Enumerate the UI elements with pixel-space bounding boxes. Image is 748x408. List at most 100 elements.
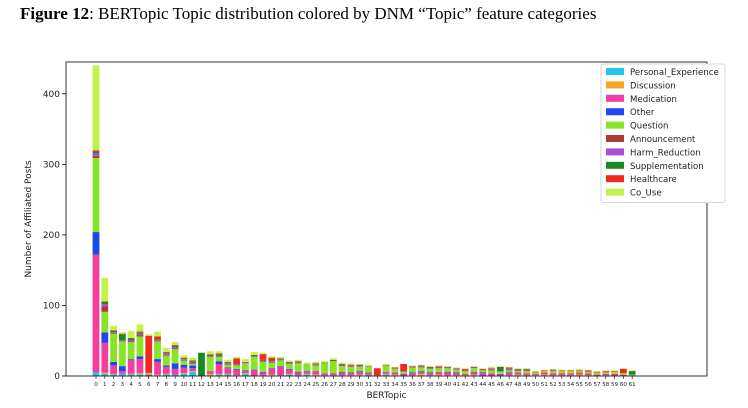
x-tick-label: 53 bbox=[558, 382, 566, 388]
bar-segment-36-harm-reduction bbox=[409, 366, 416, 368]
bar-segment-15-medication bbox=[224, 368, 232, 374]
y-axis: 0 100 200 300 400 bbox=[43, 90, 66, 382]
x-tick-label: 60 bbox=[620, 382, 628, 388]
bar-segment-11-personal-experience bbox=[189, 371, 197, 376]
legend-label-harm-reduction: Harm_Reduction bbox=[630, 148, 701, 158]
bar-segment-41-medication bbox=[452, 373, 460, 376]
bar-segment-30-healthcare bbox=[356, 364, 364, 366]
bar-segment-30-harm-reduction bbox=[356, 366, 364, 367]
bar-segment-13-announcement bbox=[206, 356, 214, 357]
bar-segment-11-healthcare bbox=[189, 360, 197, 362]
bar-segment-2-other bbox=[110, 361, 117, 366]
bar-segment-23-healthcare bbox=[294, 361, 302, 362]
bar-segment-41-healthcare bbox=[452, 368, 460, 369]
bar-segment-27-supplementation bbox=[329, 360, 337, 362]
bar-segment-9-supplementation bbox=[171, 345, 179, 348]
x-tick-label: 34 bbox=[391, 382, 399, 388]
legend-label-discussion: Discussion bbox=[630, 81, 676, 91]
x-tick-label: 16 bbox=[233, 382, 241, 388]
bar-segment-54-question bbox=[567, 371, 575, 374]
bar-segment-51-discussion bbox=[540, 374, 548, 376]
x-tick-label: 51 bbox=[541, 382, 549, 388]
x-tick-label: 52 bbox=[550, 382, 557, 388]
bar-segment-21-medication bbox=[277, 366, 284, 376]
bar-segment-29-medication bbox=[347, 373, 355, 376]
bar-segment-26-medication bbox=[321, 373, 328, 376]
bar-segment-56-healthcare bbox=[584, 370, 592, 372]
bar-segment-8-healthcare bbox=[162, 352, 170, 353]
bar-segment-22-co-use bbox=[285, 360, 293, 362]
bar-segment-59-medication bbox=[611, 373, 619, 376]
x-tick-label: 14 bbox=[215, 382, 223, 388]
bar-segment-5-healthcare bbox=[136, 331, 144, 333]
bar-segment-39-co-use bbox=[435, 365, 443, 367]
bar-segment-13-medication bbox=[206, 371, 214, 374]
x-tick-label: 46 bbox=[497, 382, 505, 388]
bar-segment-43-discussion bbox=[470, 374, 478, 376]
legend-label-co-use: Co_Use bbox=[630, 189, 662, 199]
bar-segment-10-medication bbox=[180, 367, 188, 374]
bar-segment-30-medication bbox=[356, 371, 364, 375]
bar-segment-25-medication bbox=[312, 371, 320, 375]
bar-segment-1-harm-reduction bbox=[101, 304, 109, 307]
x-tick-label: 15 bbox=[224, 382, 232, 388]
bar-segment-8-discussion bbox=[162, 373, 170, 375]
bar-segment-11-co-use bbox=[189, 357, 197, 361]
legend-swatch-harm-reduction bbox=[606, 148, 624, 156]
bar-segment-49-co-use bbox=[523, 368, 531, 369]
bar-segment-50-co-use bbox=[532, 371, 539, 372]
bar-segment-28-supplementation bbox=[338, 364, 346, 366]
bar-segment-58-harm-reduction bbox=[602, 371, 610, 373]
x-tick-label: 41 bbox=[453, 382, 461, 388]
bar-segment-53-co-use bbox=[558, 369, 566, 371]
bar-segment-35-question bbox=[400, 371, 408, 374]
bar-segment-37-supplementation bbox=[417, 366, 425, 367]
bar-segment-14-medication bbox=[215, 364, 223, 374]
bar-segment-35-harm-reduction bbox=[400, 371, 408, 372]
x-tick-label: 2 bbox=[112, 382, 116, 388]
bar-segment-13-question bbox=[206, 356, 214, 372]
x-tick-label: 35 bbox=[400, 382, 408, 388]
legend-label-other: Other bbox=[630, 108, 655, 118]
bar-segment-16-healthcare bbox=[233, 358, 241, 364]
bar-segment-3-healthcare bbox=[118, 333, 126, 335]
bar-segment-17-personal-experience bbox=[242, 373, 249, 376]
bar-segment-49-medication bbox=[523, 373, 531, 376]
bar-segment-14-personal-experience bbox=[215, 374, 223, 376]
bar-segment-9-personal-experience bbox=[171, 374, 179, 376]
bar-segment-11-question bbox=[189, 364, 197, 366]
bar-segment-42-announcement bbox=[461, 370, 469, 372]
legend-box bbox=[600, 63, 726, 204]
bar-segment-21-question bbox=[277, 360, 284, 367]
legend-label-healthcare: Healthcare bbox=[630, 175, 677, 185]
x-tick-label: 25 bbox=[312, 382, 320, 388]
bar-segment-33-announcement bbox=[382, 365, 390, 367]
x-tick-label: 33 bbox=[383, 382, 391, 388]
bar-segment-27-medication bbox=[329, 373, 337, 376]
bar-segment-14-other bbox=[215, 361, 223, 364]
bar-segment-3-harm-reduction bbox=[118, 340, 126, 341]
bar-segment-34-question bbox=[391, 368, 399, 373]
bar-segment-8-medication bbox=[162, 366, 170, 374]
bar-segment-5-co-use bbox=[136, 324, 144, 332]
bar-segment-3-supplementation bbox=[118, 334, 126, 341]
bar-segment-21-supplementation bbox=[277, 359, 284, 360]
bar-segment-47-other bbox=[505, 372, 513, 374]
bar-segment-60-healthcare bbox=[620, 368, 627, 374]
bar-segment-7-medication bbox=[154, 361, 161, 375]
x-tick-label: 9 bbox=[173, 382, 177, 388]
bar-segment-6-co-use bbox=[145, 334, 153, 336]
bar-segment-41-co-use bbox=[452, 367, 460, 369]
bar-segment-41-harm-reduction bbox=[452, 368, 460, 370]
bar-segment-5-medication bbox=[136, 359, 144, 374]
bar-segment-61-co-use bbox=[628, 370, 636, 372]
x-axis: 0 1 2 3 4 5 6 7 8 9 10 11 12 13 14 15 16 17 18 19 20 21 22 23 24… bbox=[94, 376, 636, 388]
bar-segment-43-medication bbox=[470, 372, 478, 375]
bar-segment-37-co-use bbox=[417, 364, 425, 366]
bar-segment-19-co-use bbox=[259, 352, 267, 355]
bar-segment-30-discussion bbox=[356, 374, 364, 376]
x-tick-label: 38 bbox=[426, 382, 434, 388]
bar-segment-42-healthcare bbox=[461, 368, 469, 370]
bar-segment-13-supplementation bbox=[206, 354, 214, 356]
y-tick-label: 100 bbox=[43, 301, 60, 311]
